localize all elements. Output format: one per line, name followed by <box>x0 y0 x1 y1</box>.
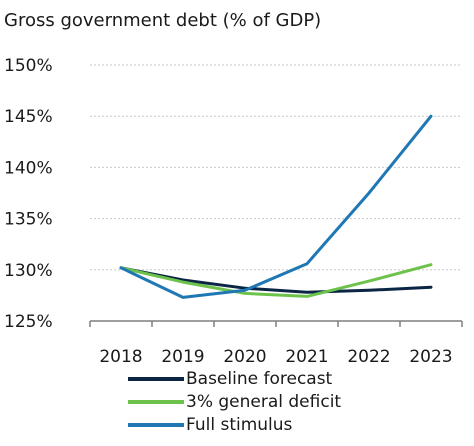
x-tick-label: 2021 <box>285 347 328 367</box>
y-tick-label: 150% <box>4 56 53 76</box>
legend-label-3pct-general-deficit: 3% general deficit <box>186 391 342 412</box>
series-line-3pct-general-deficit <box>119 263 433 298</box>
legend-swatch-baseline-forecast <box>128 376 184 381</box>
legend-item-3pct-general-deficit: 3% general deficit <box>128 390 341 413</box>
legend-label-baseline-forecast: Baseline forecast <box>186 368 333 389</box>
x-tick-label: 2023 <box>409 347 452 367</box>
x-axis-tick-labels: 2018 2019 2020 2021 2022 2023 <box>99 347 452 367</box>
legend-item-baseline-forecast: Baseline forecast <box>128 367 341 390</box>
y-tick-label: 130% <box>4 261 53 281</box>
legend: Baseline forecast 3% general deficit Ful… <box>128 367 341 436</box>
y-tick-label: 135% <box>4 210 53 230</box>
legend-label-full-stimulus: Full stimulus <box>186 414 293 435</box>
x-tick-label: 2018 <box>99 347 142 367</box>
x-axis <box>89 320 463 327</box>
legend-swatch-3pct-general-deficit <box>128 399 184 404</box>
legend-swatch-full-stimulus <box>128 422 184 427</box>
chart-title: Gross government debt (% of GDP) <box>4 10 322 31</box>
y-tick-label: 140% <box>4 158 53 178</box>
series-lines <box>119 114 433 299</box>
x-tick-label: 2022 <box>347 347 390 367</box>
y-axis-tick-labels: 150% 145% 140% 135% 130% 125% <box>4 56 53 332</box>
series-line-baseline-forecast <box>119 266 433 294</box>
x-tick-label: 2019 <box>161 347 204 367</box>
y-tick-label: 145% <box>4 107 53 127</box>
series-line-full-stimulus <box>119 114 433 299</box>
y-tick-label: 125% <box>4 312 53 332</box>
gridlines <box>90 64 462 271</box>
legend-item-full-stimulus: Full stimulus <box>128 413 341 436</box>
x-tick-label: 2020 <box>223 347 266 367</box>
